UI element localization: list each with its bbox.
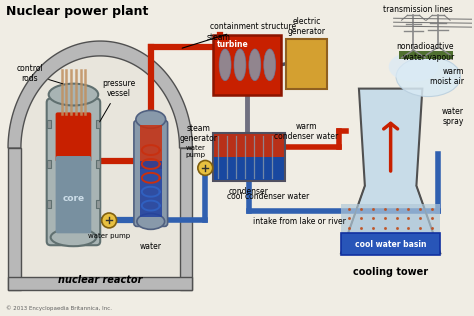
Bar [140, 161, 162, 217]
Bar [96, 200, 100, 208]
Bar [213, 133, 284, 181]
Polygon shape [8, 277, 192, 290]
Ellipse shape [219, 49, 231, 81]
Text: nonradioactive
water vapour: nonradioactive water vapour [397, 42, 454, 62]
FancyBboxPatch shape [46, 99, 100, 245]
Text: cool condenser water: cool condenser water [227, 191, 309, 201]
Text: water
pump: water pump [185, 145, 205, 158]
Text: nuclear reactor: nuclear reactor [58, 275, 142, 285]
Circle shape [198, 161, 213, 175]
Text: control
rods: control rods [17, 64, 63, 84]
Polygon shape [8, 41, 192, 148]
Polygon shape [21, 56, 180, 277]
Text: turbine: turbine [217, 40, 249, 49]
Bar [213, 35, 281, 94]
Text: condenser: condenser [229, 187, 269, 196]
Text: steam: steam [206, 33, 230, 42]
Ellipse shape [234, 49, 246, 81]
Bar [285, 39, 327, 88]
Text: water
spray: water spray [442, 107, 464, 126]
FancyBboxPatch shape [134, 120, 168, 226]
Polygon shape [341, 204, 440, 253]
Ellipse shape [136, 110, 165, 128]
Text: warm
condenser water: warm condenser water [274, 122, 338, 141]
Bar [213, 157, 284, 181]
Text: intake from lake or river: intake from lake or river [253, 217, 346, 227]
Bar [96, 160, 100, 168]
FancyBboxPatch shape [55, 156, 91, 233]
Polygon shape [8, 148, 21, 290]
Text: containment structure: containment structure [182, 22, 296, 48]
Text: water pump: water pump [88, 233, 130, 239]
Text: transmission lines: transmission lines [383, 5, 453, 14]
Polygon shape [341, 88, 440, 253]
Circle shape [102, 213, 117, 228]
Ellipse shape [396, 57, 461, 97]
Ellipse shape [264, 49, 276, 81]
Bar [46, 120, 51, 128]
Bar [96, 120, 100, 128]
Text: warm
moist air: warm moist air [430, 67, 464, 86]
Bar [46, 160, 51, 168]
Polygon shape [180, 148, 192, 290]
Bar [399, 51, 453, 59]
Text: cool water basin: cool water basin [355, 240, 427, 249]
Text: © 2013 Encyclopaedia Britannica, Inc.: © 2013 Encyclopaedia Britannica, Inc. [6, 305, 112, 311]
Text: water: water [140, 242, 162, 251]
FancyBboxPatch shape [55, 112, 91, 162]
Ellipse shape [249, 49, 261, 81]
Text: electric
generator: electric generator [287, 17, 325, 36]
Ellipse shape [137, 214, 164, 229]
Ellipse shape [51, 228, 96, 246]
Text: pressure
vessel: pressure vessel [100, 79, 136, 122]
Ellipse shape [389, 52, 438, 82]
Bar [46, 200, 51, 208]
Bar [341, 233, 440, 255]
Text: Nuclear power plant: Nuclear power plant [6, 5, 148, 18]
Text: steam
generator: steam generator [179, 124, 218, 143]
Bar [213, 133, 284, 157]
Text: core: core [63, 194, 84, 203]
Ellipse shape [49, 84, 98, 106]
Bar [140, 125, 162, 169]
Text: cooling tower: cooling tower [353, 267, 428, 277]
